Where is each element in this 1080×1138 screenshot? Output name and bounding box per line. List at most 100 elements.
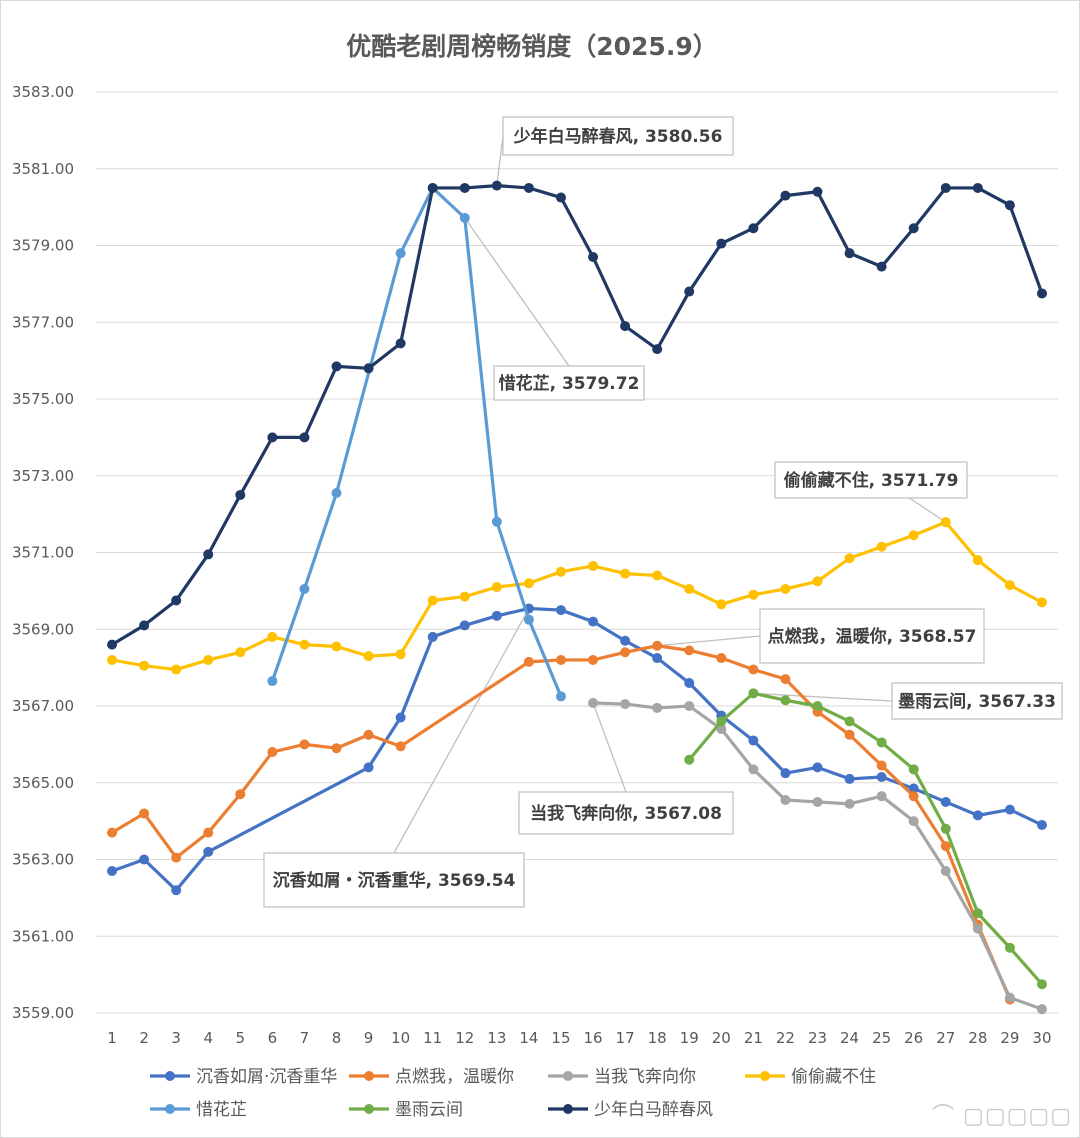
x-tick-label: 10: [391, 1029, 410, 1047]
chart-title: 优酷老剧周榜畅销度（2025.9）: [346, 32, 717, 61]
data-point: [684, 754, 695, 765]
data-point: [812, 186, 823, 197]
legend-item-1[interactable]: 沉香如屑·沉香重华: [150, 1067, 337, 1087]
data-point: [652, 570, 663, 581]
legend-item-4[interactable]: 偷偷藏不住: [745, 1067, 876, 1087]
data-point: [684, 677, 695, 688]
data-point: [555, 654, 566, 665]
data-point: [588, 560, 599, 571]
data-point: [748, 589, 759, 600]
data-point: [748, 664, 759, 675]
data-point: [395, 741, 406, 752]
legend-item-2[interactable]: 点燃我，温暖你: [349, 1067, 514, 1087]
data-point: [940, 866, 951, 877]
callout-label: 少年白马醉春风, 3580.56: [513, 126, 723, 147]
data-point: [299, 739, 310, 750]
legend-label: 墨雨云间: [395, 1100, 463, 1120]
callout-box: [263, 852, 525, 908]
y-tick-label: 3561.00: [12, 927, 74, 945]
x-tick-label: 17: [616, 1029, 635, 1047]
data-point: [171, 885, 182, 896]
legend-swatch-marker: [364, 1071, 374, 1081]
callout-leader: [496, 135, 504, 186]
series-line: [110, 644, 1012, 1002]
data-point: [235, 489, 246, 500]
legend-label: 沉香如屑·沉香重华: [196, 1067, 337, 1087]
x-tick-label: 14: [519, 1029, 538, 1047]
data-point: [844, 716, 855, 727]
data-point: [908, 223, 919, 234]
data-point: [1036, 1004, 1047, 1015]
data-point: [299, 639, 310, 650]
callout-box: [502, 116, 734, 156]
callout-7: 沉香如屑・沉香重华, 3569.54: [263, 852, 525, 908]
legend-label: 惜花芷: [196, 1100, 247, 1120]
series-3: [588, 697, 1047, 1015]
data-point: [1036, 819, 1047, 830]
data-point: [876, 737, 887, 748]
data-point: [555, 566, 566, 577]
x-tick-label: 30: [1032, 1029, 1051, 1047]
data-point: [1004, 804, 1015, 815]
data-point: [459, 182, 470, 193]
x-tick-label: 3: [171, 1029, 181, 1047]
legend-label: 偷偷藏不住: [791, 1067, 876, 1087]
data-point: [684, 286, 695, 297]
data-point: [972, 810, 983, 821]
legend-swatch-marker: [364, 1104, 374, 1114]
data-point: [395, 649, 406, 660]
legend-item-7[interactable]: 少年白马醉春风: [548, 1100, 713, 1120]
data-point: [780, 674, 791, 685]
data-point: [459, 591, 470, 602]
data-point: [203, 654, 214, 665]
x-tick-label: 18: [648, 1029, 667, 1047]
x-tick-label: 6: [268, 1029, 278, 1047]
data-point: [748, 764, 759, 775]
data-point: [523, 182, 534, 193]
legend-item-5[interactable]: 惜花芷: [150, 1100, 247, 1120]
data-point: [588, 654, 599, 665]
data-point: [427, 631, 438, 642]
x-tick-label: 15: [551, 1029, 570, 1047]
data-point: [395, 712, 406, 723]
data-point: [1036, 979, 1047, 990]
x-tick-label: 11: [423, 1029, 442, 1047]
series-6: [684, 688, 1047, 990]
data-point: [171, 852, 182, 863]
legend-item-6[interactable]: 墨雨云间: [349, 1100, 463, 1120]
legend-swatch-marker: [165, 1071, 175, 1081]
data-point: [331, 361, 342, 372]
data-point: [203, 827, 214, 838]
data-point: [812, 796, 823, 807]
series-2: [107, 640, 1015, 1005]
data-point: [716, 599, 727, 610]
data-point: [716, 238, 727, 249]
x-tick-label: 29: [1000, 1029, 1019, 1047]
callout-leader: [464, 217, 570, 367]
data-point: [491, 516, 502, 527]
data-point: [555, 605, 566, 616]
callout-label: 沉香如屑・沉香重华, 3569.54: [273, 870, 516, 891]
callout-6: 当我飞奔向你, 3567.08: [518, 791, 734, 835]
data-point: [908, 764, 919, 775]
data-point: [908, 783, 919, 794]
y-tick-label: 3567.00: [12, 697, 74, 715]
data-point: [780, 190, 791, 201]
data-point: [780, 795, 791, 806]
data-point: [107, 827, 118, 838]
data-point: [620, 568, 631, 579]
data-point: [812, 762, 823, 773]
data-point: [459, 620, 470, 631]
y-tick-label: 3583.00: [12, 83, 74, 101]
x-tick-label: 5: [236, 1029, 246, 1047]
legend-item-3[interactable]: 当我飞奔向你: [548, 1067, 696, 1087]
data-point: [780, 583, 791, 594]
callout-label: 当我飞奔向你, 3567.08: [530, 803, 722, 824]
data-point: [171, 595, 182, 606]
data-point: [876, 541, 887, 552]
callout-label: 偷偷藏不住, 3571.79: [784, 470, 959, 491]
data-point: [620, 321, 631, 332]
legend-label: 少年白马醉春风: [594, 1100, 713, 1120]
